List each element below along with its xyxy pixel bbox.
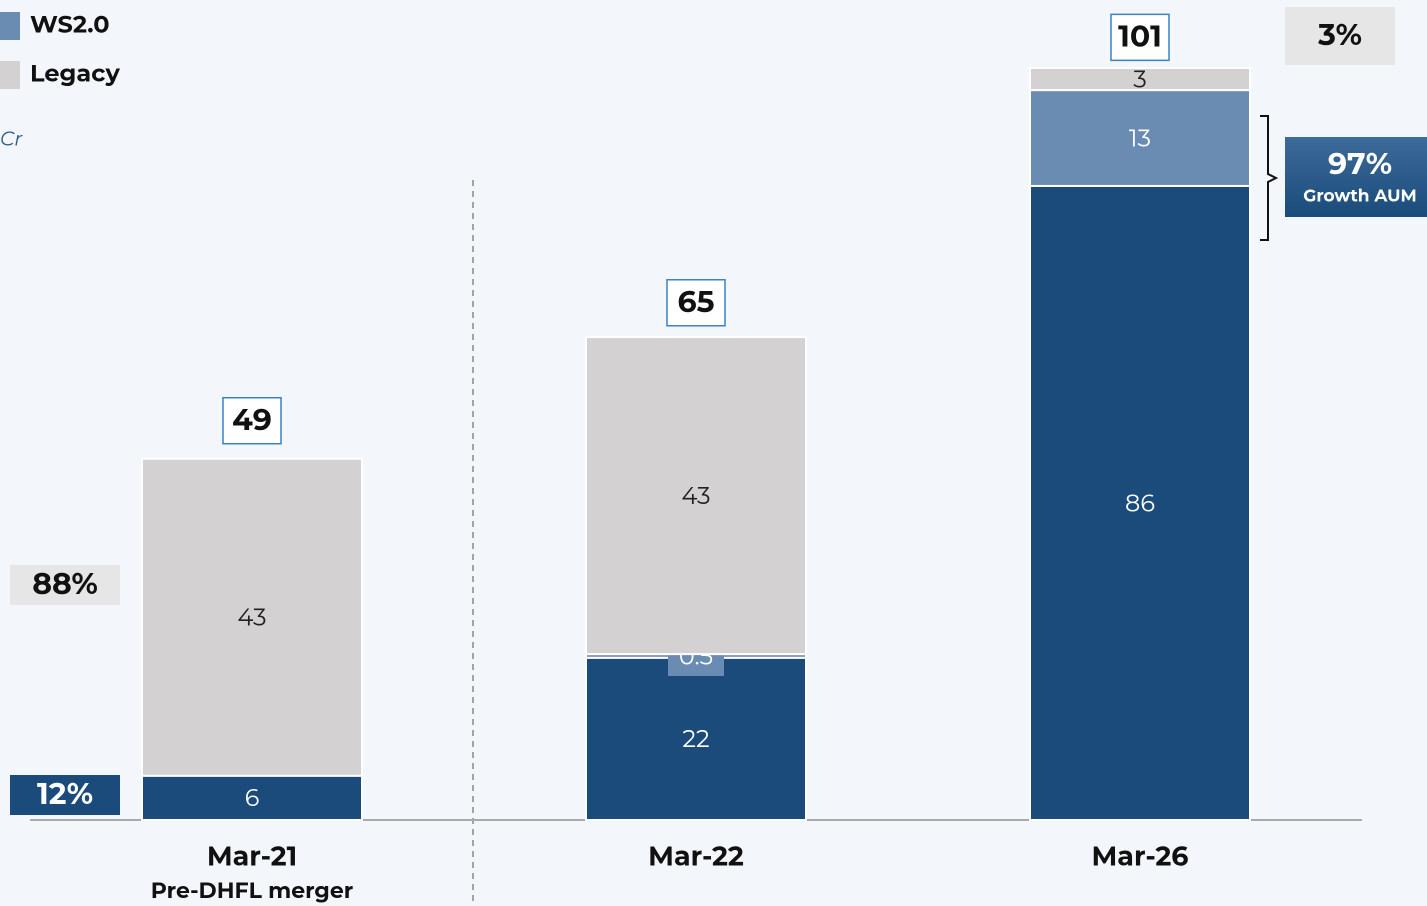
x-tick-label: Mar-26 xyxy=(1092,839,1189,872)
bar-segment xyxy=(1029,66,1251,92)
value-label: 22 xyxy=(682,725,709,754)
legend-swatch xyxy=(0,61,20,89)
bar-segment xyxy=(1029,89,1251,187)
bar-segment xyxy=(1029,184,1251,822)
legend-swatch xyxy=(0,12,20,40)
total-box xyxy=(666,279,726,327)
share-box xyxy=(1285,7,1395,65)
bar-segment xyxy=(141,457,363,777)
value-label: 13 xyxy=(1129,124,1151,153)
bracket xyxy=(1260,115,1279,241)
total-box xyxy=(1110,13,1170,62)
total-label: 65 xyxy=(678,283,715,320)
total-label: 49 xyxy=(232,401,272,438)
share-box xyxy=(10,565,120,605)
legend-label: Legacy xyxy=(30,59,120,88)
x-tick-label: Mar-21 xyxy=(207,839,297,872)
share-caption: Growth AUM xyxy=(1303,187,1417,207)
value-label: 43 xyxy=(237,604,266,633)
share-label: 12% xyxy=(37,775,93,812)
x-tick-label: Mar-22 xyxy=(648,839,744,872)
x-note: Pre-DHFL merger xyxy=(151,877,353,904)
bar-segment xyxy=(585,336,807,656)
total-box xyxy=(222,396,282,445)
share-label: 3% xyxy=(1317,16,1362,53)
share-box xyxy=(1285,137,1427,217)
value-label: 43 xyxy=(681,482,710,511)
value-label: 86 xyxy=(1125,489,1155,518)
unit-label: Cr xyxy=(0,127,23,151)
share-label: 88% xyxy=(32,565,98,602)
bar-segment xyxy=(585,656,807,821)
legend-label: WS2.0 xyxy=(30,10,110,39)
total-label: 101 xyxy=(1118,17,1162,54)
value-label: 3 xyxy=(1133,65,1147,94)
share-label: 97% xyxy=(1328,145,1392,182)
value-label: 6 xyxy=(245,784,260,813)
share-box xyxy=(10,775,120,815)
